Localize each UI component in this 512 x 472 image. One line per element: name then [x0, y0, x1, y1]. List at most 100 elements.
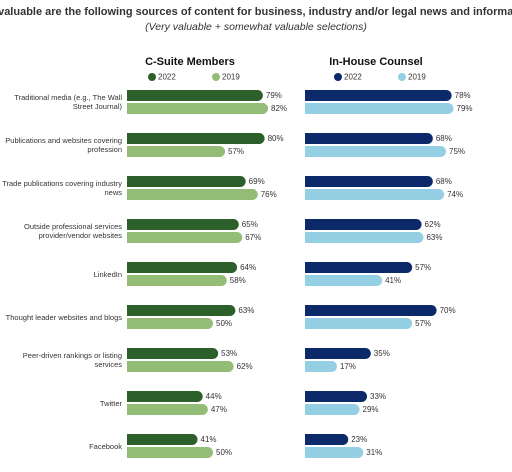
value-label: 62% [237, 362, 253, 371]
value-label: 23% [351, 435, 367, 444]
value-label: 57% [415, 319, 431, 328]
value-label: 62% [425, 220, 441, 229]
bar [305, 90, 452, 101]
bar [305, 146, 446, 157]
category-label-text: Traditional media (e.g., The Wall Street… [14, 93, 122, 111]
bar [127, 262, 238, 273]
value-label: 68% [436, 134, 452, 143]
value-label: 79% [266, 91, 282, 100]
bar [305, 348, 371, 359]
legend-swatch [398, 73, 406, 81]
value-label: 35% [374, 349, 390, 358]
bar [127, 90, 263, 101]
category-label-text: LinkedIn [93, 269, 122, 279]
bar [305, 434, 349, 445]
value-label: 17% [340, 362, 356, 371]
bar [127, 103, 269, 114]
panel-title: C-Suite Members [145, 56, 235, 68]
value-label: 74% [447, 190, 463, 199]
category-label: Twitter [99, 398, 122, 408]
value-label: 65% [242, 220, 258, 229]
bar [127, 305, 236, 316]
value-label: 79% [457, 104, 473, 113]
bar [127, 391, 203, 402]
category-label: Publications and websites covering profe… [5, 136, 122, 154]
bar [127, 176, 246, 187]
bar [305, 219, 422, 230]
category-label: LinkedIn [93, 269, 122, 279]
value-label: 69% [249, 177, 265, 186]
bar [127, 146, 226, 157]
bar [127, 133, 265, 144]
legend-label: 2019 [222, 73, 240, 82]
legend-swatch [148, 73, 156, 81]
value-label: 29% [363, 405, 379, 414]
bar [305, 232, 424, 243]
category-label: Peer-driven rankings or listing services [22, 351, 122, 369]
value-label: 47% [211, 405, 227, 414]
value-label: 57% [415, 263, 431, 272]
bar [127, 189, 258, 200]
legend-swatch [334, 73, 342, 81]
chart-title: How valuable are the following sources o… [0, 6, 512, 18]
value-label: 78% [455, 91, 471, 100]
bar [127, 361, 234, 372]
bar [305, 361, 337, 372]
value-label: 58% [230, 276, 246, 285]
bar [305, 103, 454, 114]
value-label: 63% [426, 233, 442, 242]
bar [127, 275, 227, 286]
category-label-text: Thought leader websites and blogs [5, 312, 122, 322]
value-label: 76% [261, 190, 277, 199]
value-label: 53% [221, 349, 237, 358]
category-label: Outside professional services provider/v… [24, 222, 122, 240]
value-label: 31% [366, 448, 382, 457]
category-label-text: Twitter [99, 398, 122, 408]
legend-label: 2019 [408, 73, 426, 82]
value-label: 64% [240, 263, 256, 272]
bar [305, 189, 445, 200]
value-label: 41% [201, 435, 217, 444]
value-label: 67% [245, 233, 261, 242]
category-label-text: Outside professional services provider/v… [24, 222, 122, 240]
bar [305, 447, 364, 458]
value-label: 33% [370, 392, 386, 401]
value-label: 57% [228, 147, 244, 156]
category-label: Traditional media (e.g., The Wall Street… [14, 93, 122, 111]
category-label: Facebook [89, 441, 122, 451]
value-label: 41% [385, 276, 401, 285]
category-label-text: Peer-driven rankings or listing services [22, 351, 122, 369]
category-label-text: Publications and websites covering profe… [5, 136, 122, 154]
bar [305, 404, 360, 415]
category-label-text: Trade publications covering industry new… [2, 179, 122, 197]
value-label: 80% [268, 134, 284, 143]
bar [127, 434, 198, 445]
bar [127, 219, 239, 230]
value-label: 63% [238, 306, 254, 315]
chart-subtitle: (Very valuable + somewhat valuable selec… [145, 21, 367, 33]
bar [127, 447, 213, 458]
value-label: 82% [271, 104, 287, 113]
bar [305, 133, 433, 144]
bar [305, 391, 368, 402]
value-label: 75% [449, 147, 465, 156]
legend-label: 2022 [344, 73, 362, 82]
bar [127, 232, 243, 243]
bar [305, 176, 433, 187]
bar [127, 404, 208, 415]
category-label-text: Facebook [89, 441, 122, 451]
legend-label: 2022 [158, 73, 176, 82]
value-label: 50% [216, 448, 232, 457]
bar [305, 275, 383, 286]
value-label: 68% [436, 177, 452, 186]
value-label: 50% [216, 319, 232, 328]
bar [305, 318, 413, 329]
panel-title: In-House Counsel [329, 56, 423, 68]
bar [127, 348, 219, 359]
legend-swatch [212, 73, 220, 81]
value-label: 70% [440, 306, 456, 315]
bar [305, 262, 413, 273]
value-label: 44% [206, 392, 222, 401]
bar [127, 318, 213, 329]
